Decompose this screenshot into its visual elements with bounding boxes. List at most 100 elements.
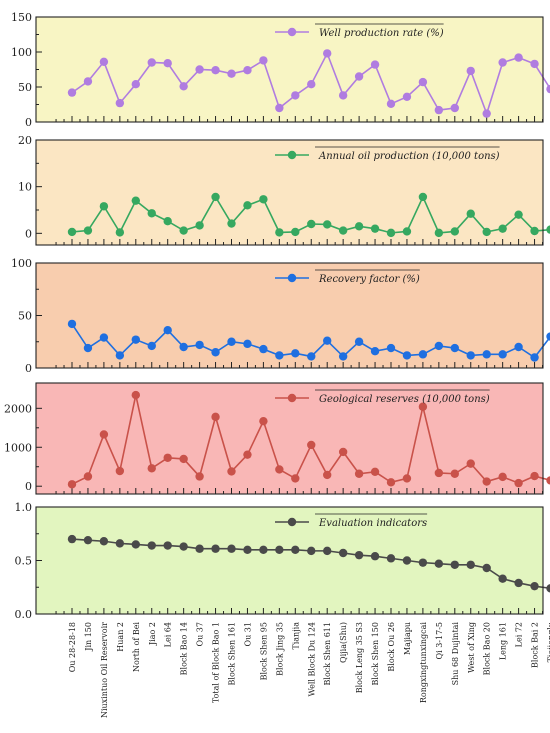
data-point xyxy=(323,220,332,229)
data-point xyxy=(259,344,268,354)
data-point xyxy=(466,209,475,218)
data-point xyxy=(498,58,507,67)
data-point xyxy=(482,227,491,237)
data-point xyxy=(354,337,364,346)
legend-marker xyxy=(287,273,297,283)
data-point xyxy=(546,332,550,341)
legend-label: Geological reserves (10,000 tons) xyxy=(319,394,490,405)
data-point xyxy=(338,548,348,558)
data-point xyxy=(227,219,236,228)
data-point xyxy=(482,109,491,118)
data-point xyxy=(546,225,550,234)
panel-frame xyxy=(35,382,544,495)
y-tick-label: 0.5 xyxy=(15,555,33,568)
x-category-label: Block Bai 2 xyxy=(531,622,540,668)
legend-label: Well production rate (%) xyxy=(319,28,444,39)
data-point xyxy=(514,342,523,352)
data-point xyxy=(67,480,77,489)
data-point xyxy=(338,352,348,361)
data-point xyxy=(466,66,475,76)
data-point xyxy=(67,534,77,544)
x-category-label: West of Xing xyxy=(467,622,476,673)
data-point xyxy=(99,202,109,211)
panel-3: 0 50 100 Recovery factor (%) xyxy=(11,257,550,375)
data-point xyxy=(402,474,412,483)
data-point xyxy=(243,201,252,210)
data-point xyxy=(99,537,109,546)
data-point xyxy=(131,390,140,400)
x-category-label: Majiapu xyxy=(403,622,412,655)
data-point xyxy=(370,224,380,233)
x-category-label: Jiao 2 xyxy=(148,622,157,646)
data-point xyxy=(131,80,140,89)
data-point xyxy=(163,326,172,335)
panel-frame xyxy=(35,506,544,615)
panel-4: 0 1000 2000 Geological reserves (10,000 ton… xyxy=(4,382,550,495)
data-point xyxy=(450,103,459,113)
data-point xyxy=(67,88,77,97)
data-point xyxy=(211,66,220,75)
data-point xyxy=(482,477,491,486)
data-point xyxy=(163,217,172,226)
data-point xyxy=(434,559,444,568)
x-category-label: Qijia(Shu) xyxy=(339,622,348,663)
x-category-label: Shu 68 Dujintai xyxy=(451,622,460,686)
data-point xyxy=(243,450,252,459)
x-category-label: Block Jing 35 xyxy=(275,622,284,676)
data-point xyxy=(307,440,316,450)
y-tick-label: 0 xyxy=(25,227,32,240)
x-category-label: Tiejianglu xyxy=(547,622,550,662)
data-point xyxy=(530,226,539,236)
x-category-label: Well Block Du 124 xyxy=(307,622,316,696)
x-category-label: Tianjia xyxy=(291,622,300,650)
data-point xyxy=(227,467,236,476)
x-category-label: Block Bao 14 xyxy=(180,622,189,675)
y-tick-label: 0 xyxy=(25,480,32,493)
data-point xyxy=(147,541,156,550)
data-point xyxy=(450,560,459,569)
x-category-label: Jin 150 xyxy=(84,622,93,652)
data-point xyxy=(147,209,156,218)
data-point xyxy=(386,99,396,109)
x-category-label: Leng 161 xyxy=(499,622,508,660)
data-point xyxy=(450,469,459,478)
y-tick-label: 0 xyxy=(25,362,32,375)
data-point xyxy=(418,402,428,411)
legend-label: Recovery factor (%) xyxy=(318,274,420,285)
data-point xyxy=(211,192,220,202)
data-point xyxy=(466,560,475,569)
data-point xyxy=(402,351,412,360)
panel-frame xyxy=(35,262,544,369)
data-point xyxy=(291,545,300,554)
x-category-label: Niuxintuo Oil Reservoir xyxy=(100,622,109,718)
data-point xyxy=(402,227,412,236)
x-category-label: Ou 28-28-18 xyxy=(68,622,77,672)
data-point xyxy=(211,412,220,422)
data-point xyxy=(418,350,428,359)
data-point xyxy=(530,59,539,69)
data-point xyxy=(115,228,125,237)
y-tick-label: 0.0 xyxy=(15,608,33,621)
data-point xyxy=(370,552,380,561)
x-category-label: Qi 3-17-5 xyxy=(435,622,444,659)
data-point xyxy=(131,196,140,205)
data-point xyxy=(259,195,268,204)
data-point xyxy=(482,350,491,359)
x-category-label: Ou 37 xyxy=(196,622,205,646)
panel-frame xyxy=(35,16,544,123)
data-point xyxy=(291,227,300,237)
y-tick-label: 2000 xyxy=(4,402,32,415)
data-point xyxy=(99,333,109,342)
x-category-label: Block Ou 26 xyxy=(387,622,396,672)
data-point xyxy=(163,541,172,550)
y-tick-label: 1000 xyxy=(4,441,32,454)
data-point xyxy=(354,550,364,560)
y-tick-label: 1.0 xyxy=(15,501,33,514)
data-point xyxy=(323,470,332,480)
data-point xyxy=(338,447,348,457)
data-point xyxy=(227,337,236,346)
data-point xyxy=(546,584,550,593)
data-point xyxy=(275,228,284,237)
data-point xyxy=(131,335,140,344)
data-point xyxy=(115,98,125,108)
